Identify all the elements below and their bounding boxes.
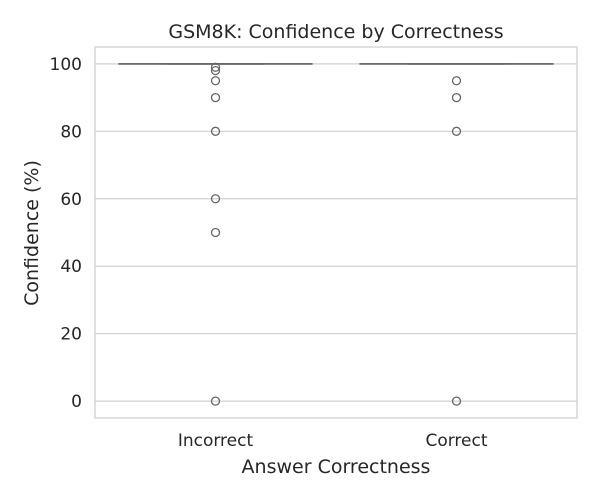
x-axis-ticks: Incorrect Correct xyxy=(178,431,488,451)
outlier-points xyxy=(210,62,462,406)
outlier-point xyxy=(210,65,221,76)
y-tick-label: 100 xyxy=(50,55,82,75)
outlier-point xyxy=(210,92,221,103)
grid-lines xyxy=(95,63,577,402)
x-tick-label: Incorrect xyxy=(178,431,254,451)
outlier-point xyxy=(451,126,462,136)
plot-area-frame xyxy=(94,46,578,419)
chart-title: GSM8K: Confidence by Correctness xyxy=(168,21,503,43)
outlier-point xyxy=(210,76,221,86)
x-axis-label: Answer Correctness xyxy=(242,456,431,478)
outlier-point xyxy=(451,396,462,406)
outlier-point xyxy=(451,92,462,103)
y-tick-label: 40 xyxy=(60,257,82,277)
y-tick-label: 20 xyxy=(60,325,82,345)
x-tick-label: Correct xyxy=(425,431,487,451)
y-axis-label: Confidence (%) xyxy=(21,160,43,306)
outlier-point xyxy=(451,76,462,86)
y-axis-ticks: 0 20 40 60 80 100 xyxy=(50,55,82,412)
outlier-point xyxy=(210,126,221,136)
y-tick-label: 60 xyxy=(60,190,82,210)
outlier-point xyxy=(210,194,221,204)
y-tick-label: 80 xyxy=(60,122,82,142)
outlier-point xyxy=(210,227,221,238)
y-tick-label: 0 xyxy=(71,392,82,412)
outlier-point xyxy=(210,396,221,406)
outlier-point xyxy=(210,62,221,72)
